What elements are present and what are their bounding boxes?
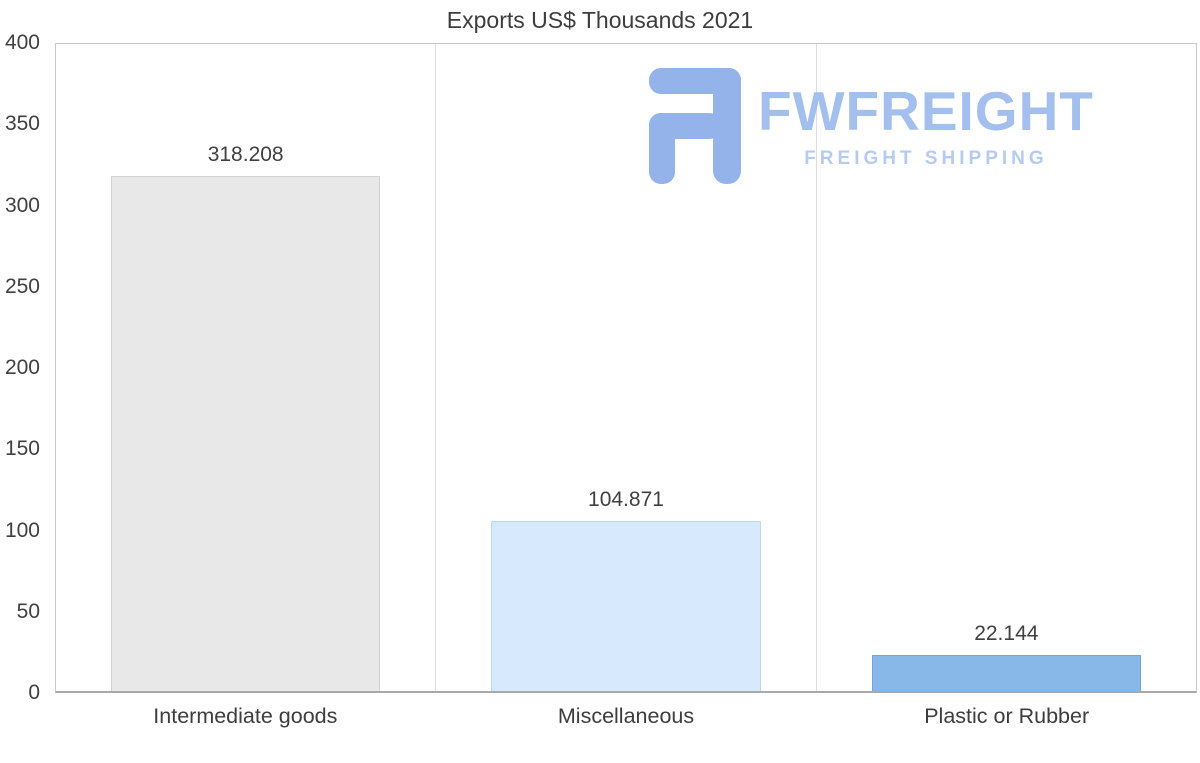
y-tick-label-150: 150 [4, 437, 40, 461]
fwfreight-logo: FWFREIGHT FREIGHT SHIPPING [648, 68, 1094, 184]
logo-text: FWFREIGHT FREIGHT SHIPPING [758, 84, 1094, 170]
logo-subtitle: FREIGHT SHIPPING [804, 148, 1048, 169]
bar-miscellaneous: 104.871 [491, 488, 761, 691]
plot-column-plastic-or-rubber: 22.144 [815, 44, 1196, 691]
y-tick-label-300: 300 [4, 193, 40, 217]
bar-intermediate-goods: 318.208 [111, 143, 381, 691]
x-category-label-plastic-or-rubber: Plastic or Rubber [924, 704, 1090, 728]
y-tick-label-100: 100 [4, 518, 40, 542]
bar-value-label-miscellaneous: 104.871 [588, 488, 664, 512]
bar-value-label-intermediate-goods: 318.208 [207, 143, 284, 167]
bar-value-label-plastic-or-rubber: 22.144 [974, 622, 1039, 646]
y-tick-label-50: 50 [16, 599, 40, 623]
y-tick-label-250: 250 [4, 274, 40, 298]
y-tick-label-0: 0 [28, 681, 40, 704]
y-tick-label-200: 200 [4, 356, 40, 379]
chart-title: Exports US$ Thousands 2021 [446, 7, 754, 33]
plot-column-miscellaneous: 104.871 [435, 44, 815, 691]
plot-area: 318.208 104.871 22.144 [55, 43, 1197, 693]
x-category-label-intermediate-goods: Intermediate goods [153, 704, 338, 728]
y-axis: 400 350 300 250 200 150 100 50 0 [0, 31, 47, 704]
x-category-label-miscellaneous: Miscellaneous [557, 704, 695, 728]
plot-column-intermediate-goods: 318.208 [56, 44, 435, 691]
bar-plastic-or-rubber: 22.144 [871, 622, 1141, 691]
y-tick-label-400: 400 [4, 31, 40, 54]
logo-name: FWFREIGHT [758, 80, 1094, 142]
x-axis: Intermediate goods Miscellaneous Plastic o… [55, 704, 1197, 729]
y-tick-label-350: 350 [4, 112, 40, 136]
fwfreight-logo-icon [649, 68, 741, 184]
